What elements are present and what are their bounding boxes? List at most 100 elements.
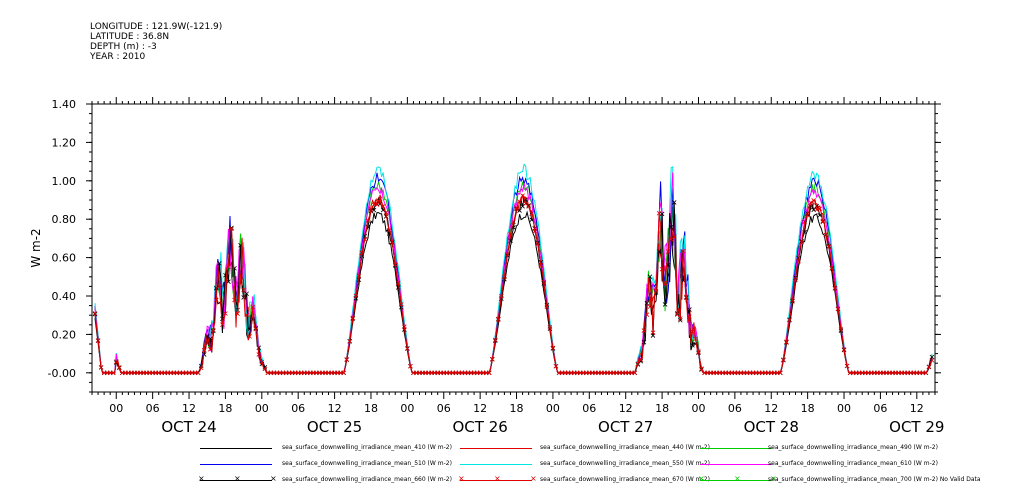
series-marker (353, 293, 359, 299)
series-marker (929, 354, 935, 360)
series-marker (365, 218, 371, 223)
series-marker (204, 340, 210, 346)
series-marker (380, 204, 386, 209)
year-label: YEAR : 2010 (90, 52, 146, 62)
series-marker (811, 198, 816, 203)
series-marker (668, 224, 674, 230)
series-marker (684, 294, 689, 300)
series-marker (538, 263, 544, 268)
x-day-label: OCT 25 (307, 418, 362, 436)
x-tick-label: 12 (764, 402, 778, 415)
series-marker (244, 312, 249, 318)
x-tick-label: 06 (728, 402, 742, 415)
series-marker (259, 359, 265, 365)
series-marker (841, 347, 847, 352)
series-marker (98, 365, 104, 370)
series-marker (926, 364, 932, 370)
series-marker (671, 234, 677, 240)
y-axis-label: W m-2 (29, 228, 43, 267)
x-tick-label: 06 (582, 402, 596, 415)
series-marker (662, 280, 668, 286)
series-marker (493, 337, 498, 343)
series-marker (638, 357, 644, 363)
series-marker (392, 262, 398, 267)
series-marker (550, 345, 556, 351)
series-marker (217, 283, 222, 289)
x-tick-label: 12 (910, 402, 924, 415)
series-marker (662, 302, 668, 307)
series-line-5 (94, 163, 933, 374)
series-marker (696, 349, 701, 354)
series-marker (665, 249, 671, 254)
series-marker (526, 203, 531, 208)
series-marker (402, 324, 407, 330)
series-marker (502, 274, 507, 279)
y-tick-label: 0.80 (52, 213, 77, 226)
depth-label: DEPTH (m) : -3 (90, 42, 157, 52)
y-tick-label: 1.40 (52, 98, 77, 111)
series-marker (677, 316, 683, 321)
latitude-label: LATITUDE : 36.8N (90, 32, 170, 42)
series-marker (517, 199, 522, 204)
series-marker (195, 370, 201, 376)
series-markers-8 (92, 193, 935, 376)
series-marker (356, 273, 362, 279)
series-marker (511, 219, 516, 225)
series-marker (835, 306, 841, 312)
x-tick-label: 18 (218, 402, 232, 415)
series-marker (838, 327, 844, 332)
x-tick-label: 00 (400, 402, 414, 415)
series-marker (201, 347, 207, 353)
series-marker (344, 357, 350, 362)
y-tick-label: -0.00 (48, 367, 76, 380)
x-tick-label: 06 (146, 402, 160, 415)
series-marker (668, 237, 674, 242)
series-marker (207, 347, 213, 352)
series-marker (923, 370, 929, 376)
series-marker (250, 304, 255, 310)
series-marker (641, 328, 647, 333)
y-tick-label: 0.60 (52, 252, 77, 265)
series-marker (256, 352, 262, 357)
plot-frame (91, 103, 936, 393)
series-marker (486, 370, 492, 376)
series-marker (781, 357, 786, 362)
x-tick-label: 00 (546, 402, 560, 415)
series-marker (238, 280, 243, 286)
series-marker (793, 277, 798, 282)
series-marker (235, 311, 240, 316)
series-marker (405, 346, 410, 352)
series-marker (508, 232, 513, 237)
x-day-label: OCT 27 (598, 418, 653, 436)
series-marker (541, 279, 547, 285)
series-marker (520, 193, 525, 198)
axis-layer: -0.00 0.20 0.40 0.60 0.80 1.00 1.20 1.40 W m-2 00… (29, 97, 944, 436)
series-marker (350, 315, 356, 321)
series-marker (677, 317, 683, 323)
series-marker (799, 239, 804, 245)
series-marker (95, 338, 101, 343)
series-marker (814, 207, 820, 213)
series-marker (526, 204, 531, 209)
series-marker (687, 314, 692, 319)
series-layer (92, 163, 935, 376)
series-marker (532, 229, 538, 234)
x-tick-label: 06 (437, 402, 451, 415)
x-day-label: OCT 24 (161, 418, 216, 436)
series-marker (829, 265, 835, 271)
series-marker (223, 311, 228, 316)
series-marker (784, 339, 789, 345)
x-tick-label: 06 (873, 402, 887, 415)
series-marker (383, 210, 389, 215)
series-marker (211, 327, 216, 333)
series-marker (690, 329, 695, 334)
series-marker (671, 200, 677, 205)
series-marker (198, 365, 204, 371)
series-marker (844, 363, 850, 369)
x-day-label: OCT 29 (889, 418, 944, 436)
series-marker (823, 232, 829, 238)
series-marker (641, 339, 647, 345)
series-marker (790, 297, 795, 303)
y-tick-label: 0.40 (52, 290, 77, 303)
